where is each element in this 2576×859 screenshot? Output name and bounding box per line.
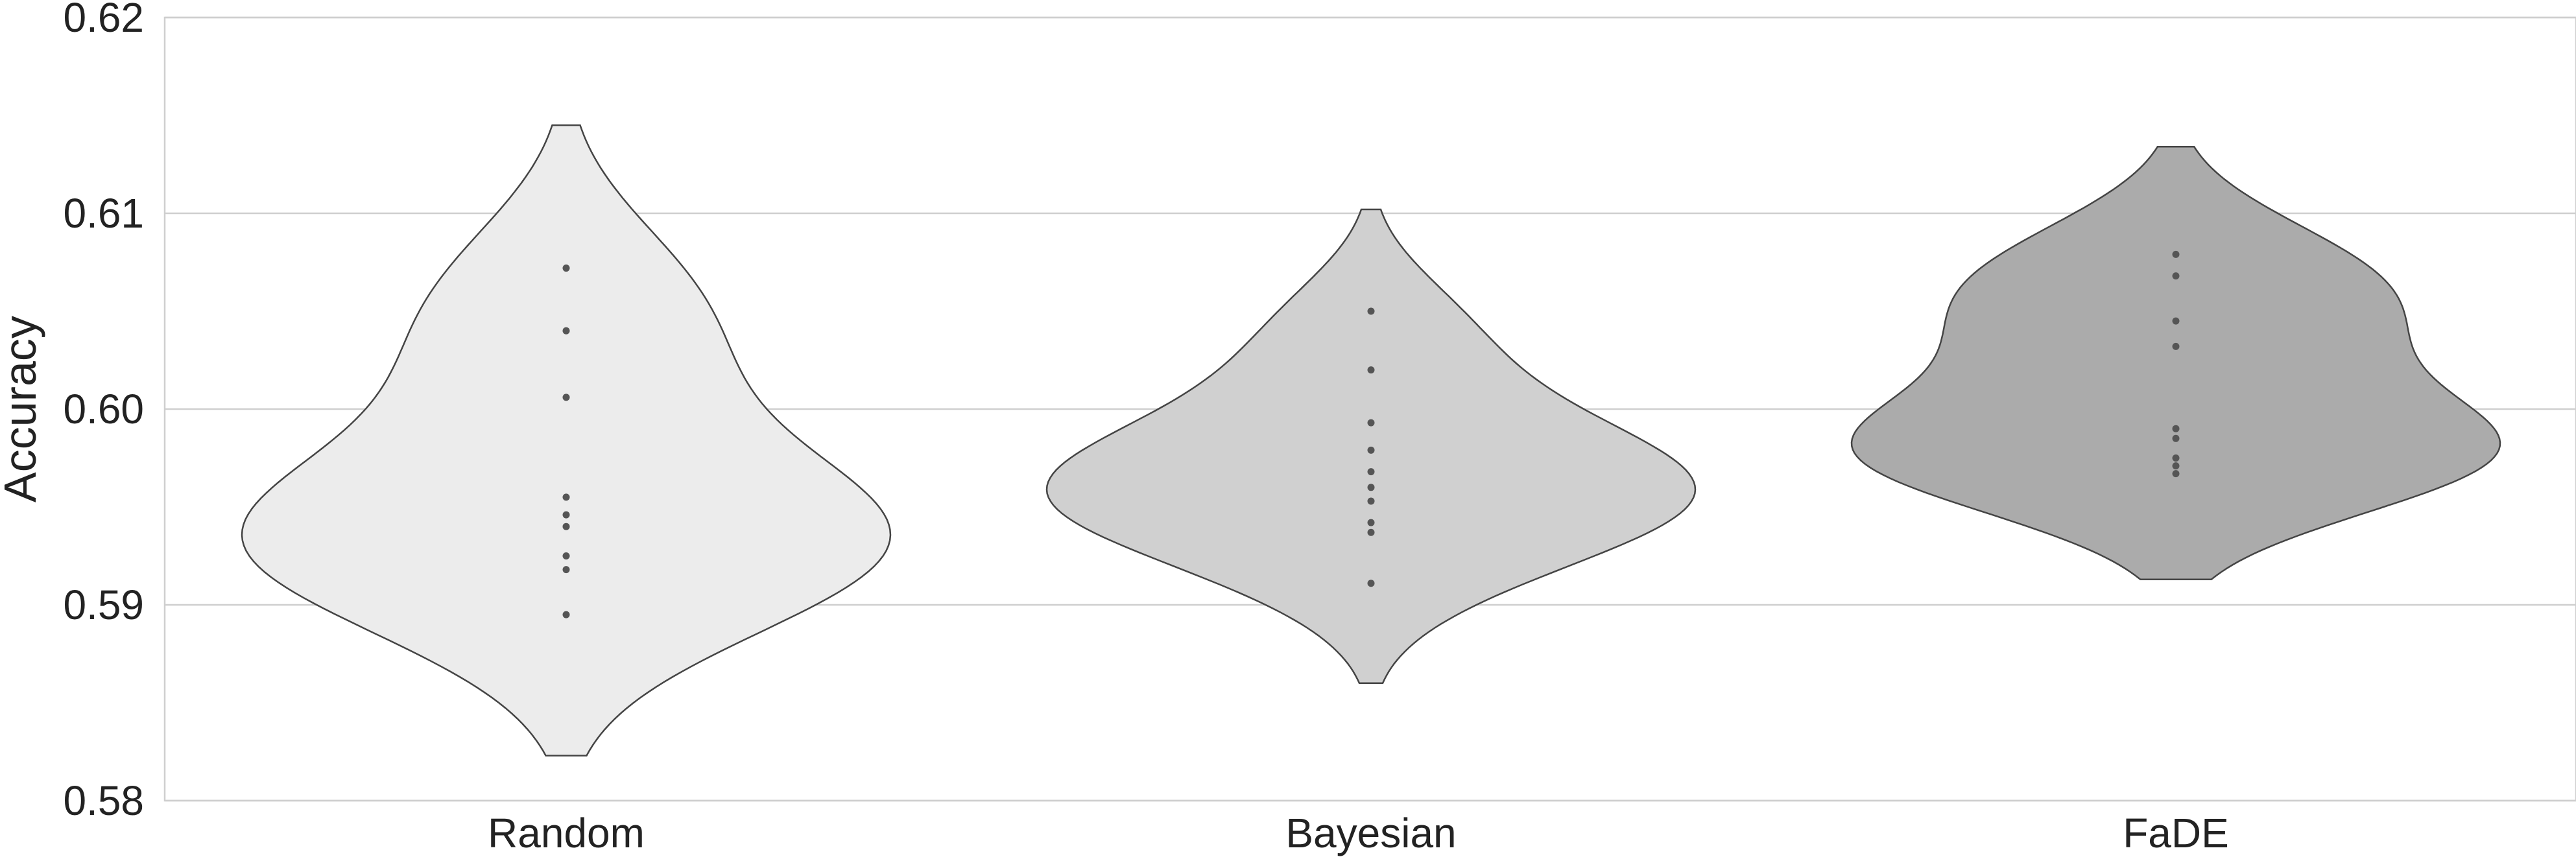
- observation-point: [562, 493, 570, 501]
- observation-point: [2172, 470, 2180, 478]
- observation-point: [1367, 497, 1375, 505]
- observation-point: [1367, 446, 1375, 454]
- observation-point: [562, 611, 570, 618]
- observation-point: [562, 552, 570, 559]
- y-tick-label: 0.62: [63, 0, 144, 41]
- violin-body: [1850, 146, 2501, 580]
- x-tick-labels: Random Bayesian FaDE: [488, 810, 2229, 856]
- observation-point: [562, 327, 570, 335]
- observation-point: [562, 566, 570, 574]
- observation-point: [562, 511, 570, 519]
- violin-group: [1850, 146, 2501, 580]
- observation-point: [562, 523, 570, 530]
- observation-point: [1367, 366, 1375, 374]
- observation-point: [2172, 462, 2180, 470]
- observation-point: [1367, 307, 1375, 315]
- observation-point: [1367, 519, 1375, 526]
- y-axis-label: Accuracy: [0, 316, 45, 502]
- x-tick-label: Random: [488, 810, 645, 856]
- violin-body: [241, 124, 892, 757]
- observation-point: [562, 394, 570, 401]
- observation-point: [1367, 528, 1375, 536]
- observation-point: [1367, 484, 1375, 491]
- observation-point: [2172, 272, 2180, 280]
- violin-body: [1045, 208, 1697, 685]
- violins: [241, 124, 2501, 757]
- violin-group: [1045, 208, 1697, 685]
- observation-point: [1367, 468, 1375, 476]
- x-tick-label: Bayesian: [1285, 810, 1456, 856]
- y-tick-label: 0.59: [63, 582, 144, 628]
- observation-point: [1367, 580, 1375, 587]
- violin-group: [241, 124, 892, 757]
- y-tick-label: 0.61: [63, 190, 144, 237]
- observation-point: [2172, 434, 2180, 442]
- x-tick-label: FaDE: [2123, 810, 2229, 856]
- observation-point: [2172, 425, 2180, 432]
- observation-point: [2172, 454, 2180, 462]
- observation-point: [2172, 250, 2180, 258]
- observation-point: [1367, 419, 1375, 427]
- observation-point: [2172, 342, 2180, 350]
- y-tick-labels: 0.58 0.59 0.60 0.61 0.62: [63, 0, 144, 824]
- observation-point: [562, 265, 570, 272]
- observation-point: [2172, 317, 2180, 325]
- y-tick-label: 0.58: [63, 777, 144, 824]
- y-tick-label: 0.60: [63, 386, 144, 432]
- plot-frame: [163, 16, 2576, 802]
